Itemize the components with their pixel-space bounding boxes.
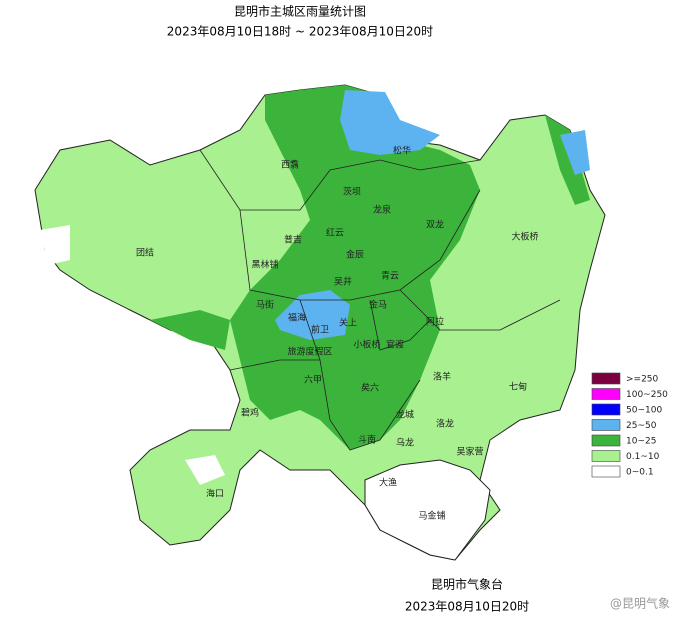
legend-label: 50~100: [626, 406, 662, 416]
place: 阿拉: [426, 316, 444, 328]
legend-label: 100~250: [626, 390, 668, 400]
watermark: @昆明气象: [610, 596, 670, 611]
legend-swatch: [591, 403, 621, 416]
place: 大渔: [379, 477, 397, 489]
place: 金马: [369, 299, 387, 311]
place: 双龙: [426, 219, 444, 231]
place: 洛羊: [433, 371, 451, 383]
place: 六甲: [304, 374, 322, 386]
legend: >=250 100~250 50~100 25~50 10~25 0.1~10 0~0.1: [591, 372, 668, 478]
place: 黑林铺: [251, 259, 278, 271]
legend-label: >=250: [626, 375, 659, 385]
legend-swatch: [591, 434, 621, 447]
legend-swatch: [591, 450, 621, 462]
place: 红云: [326, 227, 344, 239]
place: 龙城: [396, 409, 414, 421]
place: 洛龙: [436, 418, 454, 430]
place: 碧鸡: [241, 407, 259, 419]
place: 松华: [393, 145, 411, 157]
place: 吴井: [334, 276, 352, 288]
place: 大板桥: [511, 231, 538, 243]
place: 海口: [206, 488, 224, 500]
legend-swatch: [591, 465, 621, 478]
period: 2023年08月10日18时 ~ 2023年08月10日20时: [167, 25, 433, 39]
legend-label: 0~0.1: [626, 468, 654, 478]
place: 团结: [136, 247, 154, 259]
title: 昆明市主城区雨量统计图: [234, 4, 366, 19]
place: 矣六: [361, 382, 379, 394]
place: 关上: [339, 317, 357, 329]
agency: 昆明市气象台: [431, 577, 503, 592]
legend-label: 0.1~10: [626, 452, 660, 462]
place: 青云: [381, 270, 399, 282]
legend-label: 25~50: [626, 421, 657, 431]
legend-swatch: [591, 372, 621, 385]
place: 福海: [288, 312, 306, 324]
place-labels: 松华 西翥 茨坝 龙泉 双龙 大板桥 团结 普吉 红云 金辰 黑林铺 青云 马街…: [136, 145, 539, 522]
legend-label: 10~25: [626, 437, 656, 447]
place: 乌龙: [396, 437, 414, 449]
map-regions: [34, 84, 606, 561]
place: 西翥: [281, 159, 299, 171]
place: 前卫: [311, 324, 329, 336]
issue-time: 2023年08月10日20时: [405, 600, 529, 614]
place: 小板桥: [353, 339, 380, 351]
place: 普吉: [284, 234, 302, 246]
legend-swatch: [591, 388, 621, 400]
place: 斗南: [358, 434, 376, 446]
place: 吴家营: [456, 446, 483, 458]
place: 官渡: [386, 339, 404, 351]
place: 旅游度假区: [287, 346, 332, 358]
place: 茨坝: [343, 186, 361, 198]
place: 金辰: [346, 249, 364, 261]
place: 马金铺: [418, 510, 445, 522]
place: 马街: [256, 299, 274, 311]
place: 七甸: [509, 381, 527, 393]
place: 龙泉: [373, 204, 391, 216]
legend-swatch: [591, 419, 621, 431]
